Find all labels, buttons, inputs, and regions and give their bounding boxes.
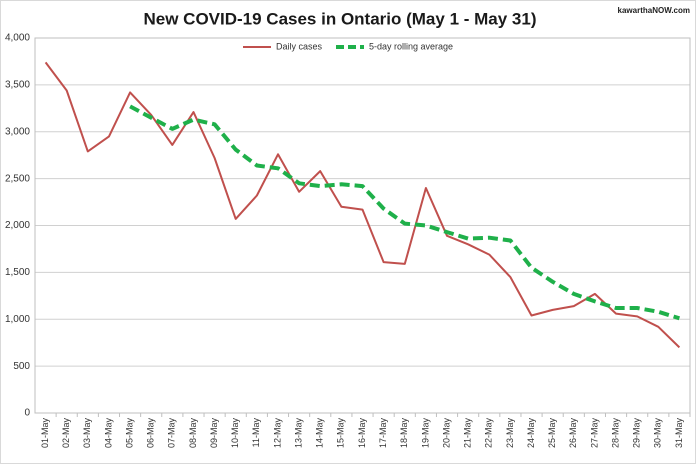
x-tick-label: 16-May: [357, 418, 367, 449]
y-tick-label: 0: [24, 408, 30, 419]
x-tick-label: 14-May: [315, 418, 325, 449]
x-tick-label: 01-May: [40, 418, 50, 449]
x-tick-label: 09-May: [209, 418, 219, 449]
x-tick-label: 29-May: [632, 418, 642, 449]
x-tick-label: 17-May: [378, 418, 388, 449]
y-tick-label: 500: [13, 361, 30, 372]
x-tick-label: 10-May: [230, 418, 240, 449]
y-tick-label: 1,000: [5, 314, 30, 325]
x-tick-label: 05-May: [124, 418, 134, 449]
x-tick-label: 02-May: [61, 418, 71, 449]
plot-border: [34, 37, 691, 414]
x-tick-label: 13-May: [293, 418, 303, 449]
chart-title: New COVID-19 Cases in Ontario (May 1 - M…: [143, 9, 536, 28]
x-tick-label: 31-May: [674, 418, 684, 449]
x-tick-label: 21-May: [463, 418, 473, 449]
watermark: kawarthaNOW.com: [618, 6, 690, 15]
y-tick-label: 2,500: [5, 173, 30, 184]
legend-label: Daily cases: [276, 41, 323, 51]
x-tick-label: 04-May: [103, 418, 113, 449]
y-tick-label: 1,500: [5, 267, 30, 278]
y-tick-label: 2,000: [5, 220, 30, 231]
x-tick-label: 15-May: [336, 418, 346, 449]
series-line: [44, 61, 681, 349]
y-tick-label: 3,000: [5, 126, 30, 137]
series-line: [129, 104, 680, 321]
x-tick-label: 18-May: [399, 418, 409, 449]
x-tick-label: 22-May: [484, 418, 494, 449]
x-tick-label: 06-May: [146, 418, 156, 449]
x-tick-label: 27-May: [589, 418, 599, 449]
x-tick-label: 23-May: [505, 418, 515, 449]
x-tick-label: 25-May: [547, 418, 557, 449]
x-tick-label: 11-May: [251, 418, 261, 448]
x-tick-label: 07-May: [167, 418, 177, 449]
y-tick-label: 4,000: [5, 33, 30, 44]
legend-label: 5-day rolling average: [369, 41, 453, 51]
x-tick-label: 26-May: [568, 418, 578, 449]
x-tick-label: 08-May: [188, 418, 198, 449]
x-tick-label: 28-May: [610, 418, 620, 449]
x-tick-label: 24-May: [526, 418, 536, 449]
x-tick-label: 03-May: [82, 418, 92, 449]
x-tick-label: 12-May: [272, 418, 282, 449]
x-tick-label: 20-May: [441, 418, 451, 449]
x-tick-label: 19-May: [420, 418, 430, 449]
y-tick-label: 3,500: [5, 80, 30, 91]
x-tick-label: 30-May: [653, 418, 663, 449]
